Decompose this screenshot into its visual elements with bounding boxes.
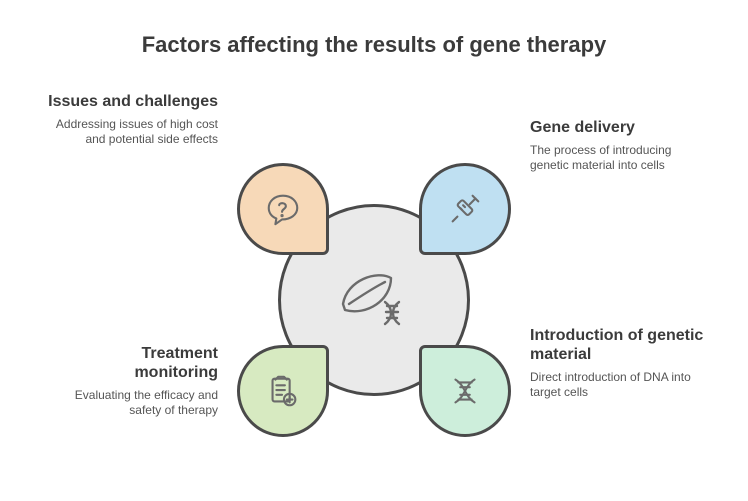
page-title: Factors affecting the results of gene th… [0, 32, 748, 58]
heading-bottom-right: Introduction of genetic material [530, 326, 710, 364]
block-bottom-right: Introduction of genetic material Direct … [530, 326, 710, 400]
petal-bottom-left [237, 345, 329, 437]
block-bottom-left: Treatment monitoring Evaluating the effi… [58, 344, 218, 418]
desc-top-left: Addressing issues of high cost and poten… [48, 117, 218, 147]
desc-bottom-left: Evaluating the efficacy and safety of th… [58, 388, 218, 418]
title-text: Factors affecting the results of gene th… [142, 32, 607, 57]
clipboard-plus-icon [264, 372, 302, 410]
heading-bottom-left: Treatment monitoring [58, 344, 218, 382]
block-top-left: Issues and challenges Addressing issues … [48, 92, 218, 147]
heading-top-left: Issues and challenges [48, 92, 218, 111]
desc-bottom-right: Direct introduction of DNA into target c… [530, 370, 710, 400]
block-top-right: Gene delivery The process of introducing… [530, 118, 700, 173]
question-bubble-icon [264, 190, 302, 228]
petal-top-left [237, 163, 329, 255]
heading-top-right: Gene delivery [530, 118, 700, 137]
syringe-icon [446, 190, 484, 228]
dna-icon [446, 372, 484, 410]
petal-top-right [419, 163, 511, 255]
desc-top-right: The process of introducing genetic mater… [530, 143, 700, 173]
leaf-dna-icon [331, 260, 417, 340]
petal-bottom-right [419, 345, 511, 437]
